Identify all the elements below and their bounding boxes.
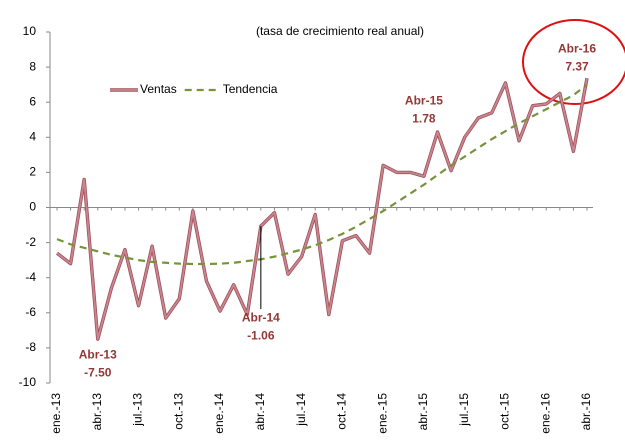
y-tick-label: -10 — [19, 375, 37, 389]
annotation-value: -1.06 — [247, 328, 275, 342]
y-tick-label: -2 — [25, 235, 36, 249]
y-tick-label: -8 — [25, 340, 36, 354]
y-tick-label: 2 — [29, 165, 36, 179]
x-tick-label: oct.-14 — [335, 393, 349, 430]
x-tick-label: oct.-13 — [171, 393, 185, 430]
y-tick-label: 6 — [29, 94, 36, 108]
x-tick-label: abr.-15 — [416, 393, 430, 431]
y-tick-label: -6 — [25, 305, 36, 319]
y-tick-label: 0 — [29, 200, 36, 214]
x-tick-label: abr.-16 — [579, 393, 593, 431]
legend-label: Tendencia — [223, 82, 278, 96]
x-tick-label: ene.-13 — [49, 393, 63, 434]
trend-line — [56, 83, 588, 266]
x-tick-label: abr.-14 — [253, 393, 267, 431]
x-tick-label: jul.-15 — [457, 393, 471, 427]
x-tick-label: ene.-16 — [538, 393, 552, 434]
x-tick-label: ene.-15 — [375, 393, 389, 434]
y-tick-label: 4 — [29, 129, 36, 143]
annotation-label: Abr-15 — [405, 93, 443, 107]
y-tick-label: -4 — [25, 270, 36, 284]
annotation-label: Abr-16 — [558, 41, 596, 55]
y-tick-label: 8 — [29, 59, 36, 73]
annotation-label: Abr-14 — [242, 310, 280, 324]
annotation-value: -7.50 — [84, 365, 112, 379]
x-tick-label: oct.-15 — [498, 393, 512, 430]
legend-label: Ventas — [140, 82, 177, 96]
x-tick-label: jul.-13 — [131, 393, 145, 427]
y-tick-label: 10 — [23, 24, 37, 38]
x-tick-label: jul.-14 — [294, 393, 308, 427]
annotation-value: 1.78 — [412, 111, 436, 125]
x-tick-label: ene.-14 — [212, 393, 226, 434]
x-tick-label: abr.-13 — [90, 393, 104, 431]
series-line — [56, 77, 588, 341]
highlight-circle — [522, 19, 625, 105]
annotation-value: 7.37 — [565, 59, 589, 73]
chart-subtitle: (tasa de crecimiento real anual) — [256, 24, 424, 38]
annotation-label: Abr-13 — [79, 347, 117, 361]
